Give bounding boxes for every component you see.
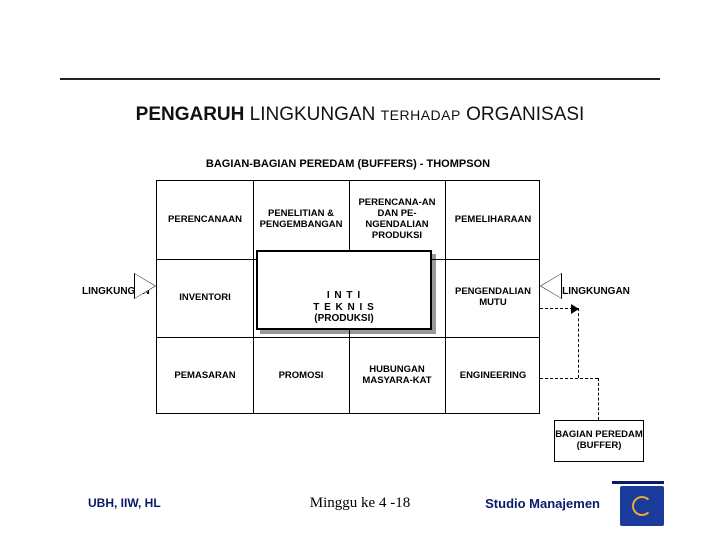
core-line3: (PRODUKSI) <box>274 313 414 324</box>
cell-pengendalian-mutu: PENGENDALIAN MUTU <box>445 259 541 337</box>
cell-perencanaan: PERENCANAAN <box>157 181 253 259</box>
footer: UBH, IIW, HL Minggu ke 4 -18 Studio Mana… <box>0 488 720 518</box>
cell-pemasaran: PEMASARAN <box>157 337 253 415</box>
core-line2: T E K N I S <box>274 302 414 313</box>
title-part2: LINGKUNGAN <box>244 104 380 125</box>
divider-bottom-accent <box>612 481 664 484</box>
cell-perencanaan-produksi: PERENCANA-AN DAN PE-NGENDALIAN PRODUKSI <box>349 181 445 259</box>
cell-hubungan-masyarakat: HUBUNGAN MASYARA-KAT <box>349 337 445 415</box>
logo-swirl-icon <box>632 496 652 516</box>
arrow-dashed-out-icon <box>540 308 578 309</box>
core-box: I N T I T E K N I S (PRODUKSI) <box>256 250 432 330</box>
dashed-connector-v1 <box>578 308 579 378</box>
page-title: PENGARUH LINGKUNGAN TERHADAP ORGANISASI <box>0 104 720 126</box>
cell-engineering: ENGINEERING <box>445 337 541 415</box>
cell-promosi: PROMOSI <box>253 337 349 415</box>
title-part3: ORGANISASI <box>461 104 585 125</box>
arrow-in-right-icon <box>540 273 562 299</box>
diagram-caption: BAGIAN-BAGIAN PEREDAM (BUFFERS) - THOMPS… <box>158 158 538 171</box>
right-environment-label: LINGKUNGAN <box>560 286 632 298</box>
footer-right: Studio Manajemen <box>485 496 600 511</box>
divider-top <box>60 78 660 80</box>
cell-pemeliharaan: PEMELIHARAAN <box>445 181 541 259</box>
arrow-in-left-icon <box>134 273 156 299</box>
title-part1: PENGARUH <box>136 104 245 125</box>
thompson-buffer-diagram: BAGIAN-BAGIAN PEREDAM (BUFFERS) - THOMPS… <box>88 158 648 478</box>
footer-left: UBH, IIW, HL <box>88 496 161 510</box>
logo-itb <box>620 486 664 526</box>
core-line1: I N T I <box>274 290 414 302</box>
cell-penelitian: PENELITIAN & PENGEMBANGAN <box>253 181 349 259</box>
buffer-box: BAGIAN PEREDAM (BUFFER) <box>554 420 644 462</box>
cell-inventori: INVENTORI <box>157 259 253 337</box>
title-mid: TERHADAP <box>381 107 461 123</box>
dashed-connector-v2 <box>598 378 599 420</box>
dashed-connector-h1 <box>540 378 598 379</box>
